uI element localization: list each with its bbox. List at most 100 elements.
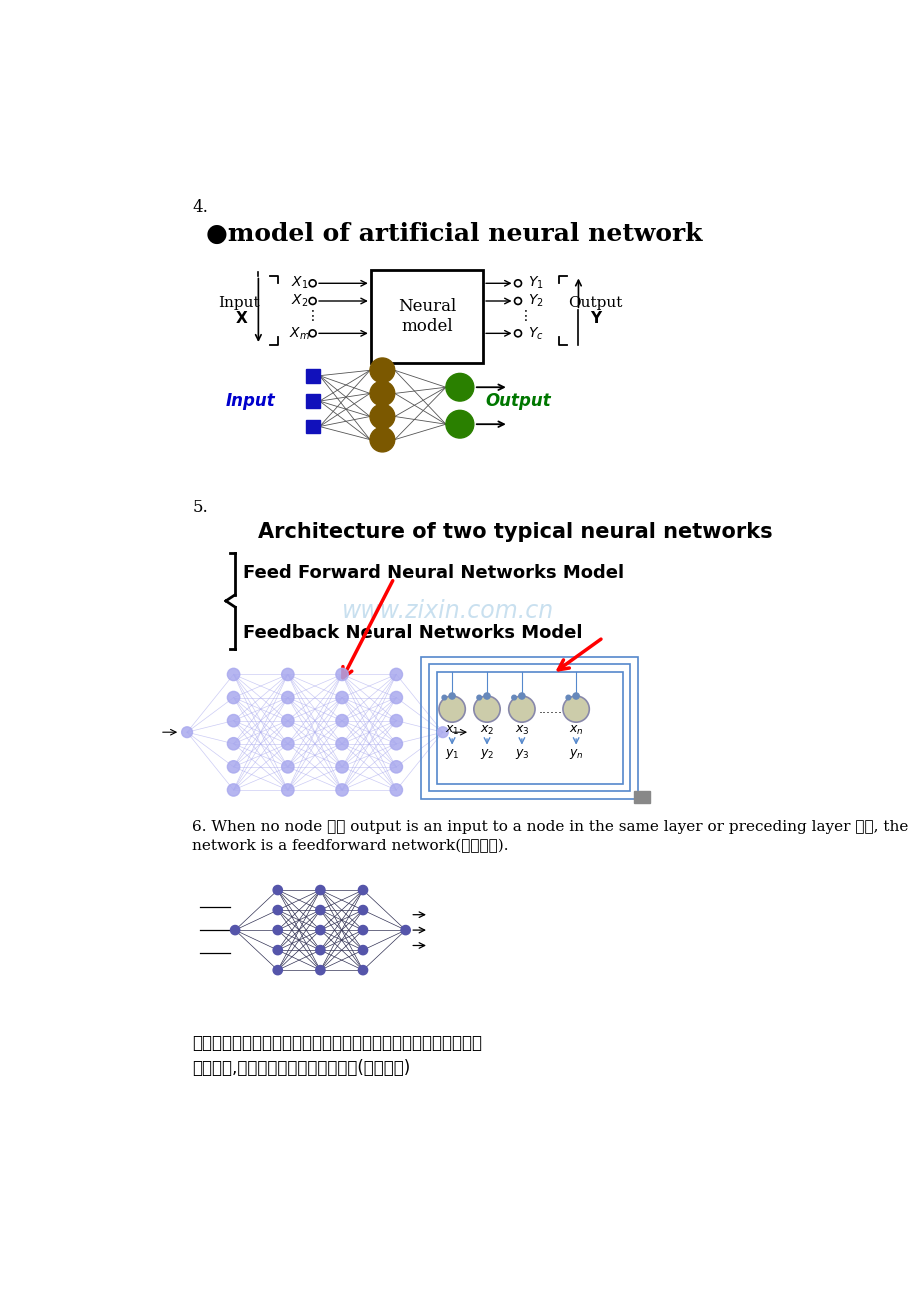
- Circle shape: [315, 966, 324, 975]
- Bar: [437, 672, 622, 784]
- Bar: [370, 271, 482, 362]
- Text: 5.: 5.: [192, 499, 208, 516]
- Circle shape: [438, 697, 465, 723]
- Text: ●model of artificial neural network: ●model of artificial neural network: [206, 221, 702, 246]
- Circle shape: [358, 966, 368, 975]
- Text: $X_m$: $X_m$: [289, 326, 310, 341]
- Bar: [305, 395, 319, 408]
- Circle shape: [273, 885, 282, 894]
- Circle shape: [181, 727, 192, 738]
- Circle shape: [315, 885, 324, 894]
- Text: 4.: 4.: [192, 199, 208, 216]
- Text: Feed Forward Neural Networks Model: Feed Forward Neural Networks Model: [243, 564, 623, 582]
- Circle shape: [369, 404, 394, 428]
- Circle shape: [437, 727, 448, 738]
- Circle shape: [281, 784, 294, 796]
- Text: $Y_1$: $Y_1$: [528, 275, 543, 292]
- Bar: [421, 656, 638, 799]
- Circle shape: [315, 945, 324, 954]
- Text: www.zixin.com.cn: www.zixin.com.cn: [342, 599, 554, 622]
- Circle shape: [562, 697, 589, 723]
- Circle shape: [390, 715, 403, 727]
- Circle shape: [390, 760, 403, 773]
- Circle shape: [315, 926, 324, 935]
- Circle shape: [281, 760, 294, 773]
- Text: Input: Input: [218, 296, 259, 310]
- Text: $Y_2$: $Y_2$: [528, 293, 543, 309]
- Circle shape: [227, 738, 240, 750]
- Bar: [305, 368, 319, 383]
- Bar: [428, 664, 630, 792]
- Circle shape: [390, 668, 403, 681]
- Circle shape: [369, 427, 394, 452]
- Text: $y_2$: $y_2$: [480, 747, 494, 760]
- Text: $x_3$: $x_3$: [514, 724, 528, 737]
- Circle shape: [390, 784, 403, 796]
- Circle shape: [335, 784, 348, 796]
- Circle shape: [227, 784, 240, 796]
- Text: Feedback Neural Networks Model: Feedback Neural Networks Model: [243, 625, 582, 642]
- Circle shape: [390, 738, 403, 750]
- Text: 6. When no node 节点 output is an input to a node in the same layer or preceding l: 6. When no node 节点 output is an input to…: [192, 820, 908, 835]
- Circle shape: [565, 695, 570, 700]
- Text: 当输出被引导为输入到相同的或之前的层节点时，网络是反馈网络: 当输出被引导为输入到相同的或之前的层节点时，网络是反馈网络: [192, 1034, 482, 1052]
- Text: 反馈网络,封闭的循环称为复发性网络(递归网络): 反馈网络,封闭的循环称为复发性网络(递归网络): [192, 1059, 410, 1077]
- Text: ⋮: ⋮: [518, 310, 532, 323]
- Text: network is a feedforward network(前向网络).: network is a feedforward network(前向网络).: [192, 838, 508, 853]
- Text: Architecture of two typical neural networks: Architecture of two typical neural netwo…: [258, 522, 772, 542]
- Bar: [305, 419, 319, 434]
- Circle shape: [273, 945, 282, 954]
- Circle shape: [227, 715, 240, 727]
- Text: ......: ......: [538, 703, 562, 716]
- Text: $X_2$: $X_2$: [290, 293, 308, 309]
- Bar: [633, 792, 649, 803]
- Circle shape: [227, 668, 240, 681]
- Circle shape: [335, 668, 348, 681]
- Text: $y_3$: $y_3$: [514, 747, 528, 760]
- Circle shape: [518, 693, 525, 699]
- Circle shape: [483, 693, 490, 699]
- Circle shape: [231, 926, 240, 935]
- Circle shape: [227, 760, 240, 773]
- Circle shape: [369, 381, 394, 406]
- Circle shape: [446, 374, 473, 401]
- Circle shape: [508, 697, 535, 723]
- Circle shape: [441, 695, 447, 700]
- Circle shape: [273, 926, 282, 935]
- Circle shape: [281, 738, 294, 750]
- Text: $X_1$: $X_1$: [290, 275, 308, 292]
- Circle shape: [369, 358, 394, 383]
- Text: $Y_c$: $Y_c$: [528, 326, 543, 341]
- Text: $y_1$: $y_1$: [445, 747, 459, 760]
- Text: Output: Output: [484, 392, 550, 410]
- Circle shape: [401, 926, 410, 935]
- Circle shape: [335, 738, 348, 750]
- Circle shape: [227, 691, 240, 703]
- Text: $x_2$: $x_2$: [480, 724, 494, 737]
- Circle shape: [476, 695, 481, 700]
- Circle shape: [358, 885, 368, 894]
- Text: ⋮: ⋮: [305, 310, 319, 323]
- Circle shape: [446, 410, 473, 437]
- Circle shape: [335, 715, 348, 727]
- Circle shape: [358, 926, 368, 935]
- Circle shape: [573, 693, 579, 699]
- Circle shape: [390, 691, 403, 703]
- Circle shape: [335, 760, 348, 773]
- Text: $\mathbf{Y}$: $\mathbf{Y}$: [590, 310, 603, 326]
- Circle shape: [281, 668, 294, 681]
- Circle shape: [358, 945, 368, 954]
- Circle shape: [273, 966, 282, 975]
- Circle shape: [281, 715, 294, 727]
- Circle shape: [358, 905, 368, 915]
- Text: Neural
model: Neural model: [397, 298, 456, 335]
- Text: $x_n$: $x_n$: [568, 724, 583, 737]
- Circle shape: [335, 691, 348, 703]
- Text: $y_n$: $y_n$: [568, 747, 583, 760]
- Text: $\mathbf{X}$: $\mathbf{X}$: [234, 310, 248, 326]
- Circle shape: [473, 697, 500, 723]
- Circle shape: [315, 905, 324, 915]
- Circle shape: [281, 691, 294, 703]
- Text: $x_1$: $x_1$: [445, 724, 459, 737]
- Text: Output: Output: [568, 296, 622, 310]
